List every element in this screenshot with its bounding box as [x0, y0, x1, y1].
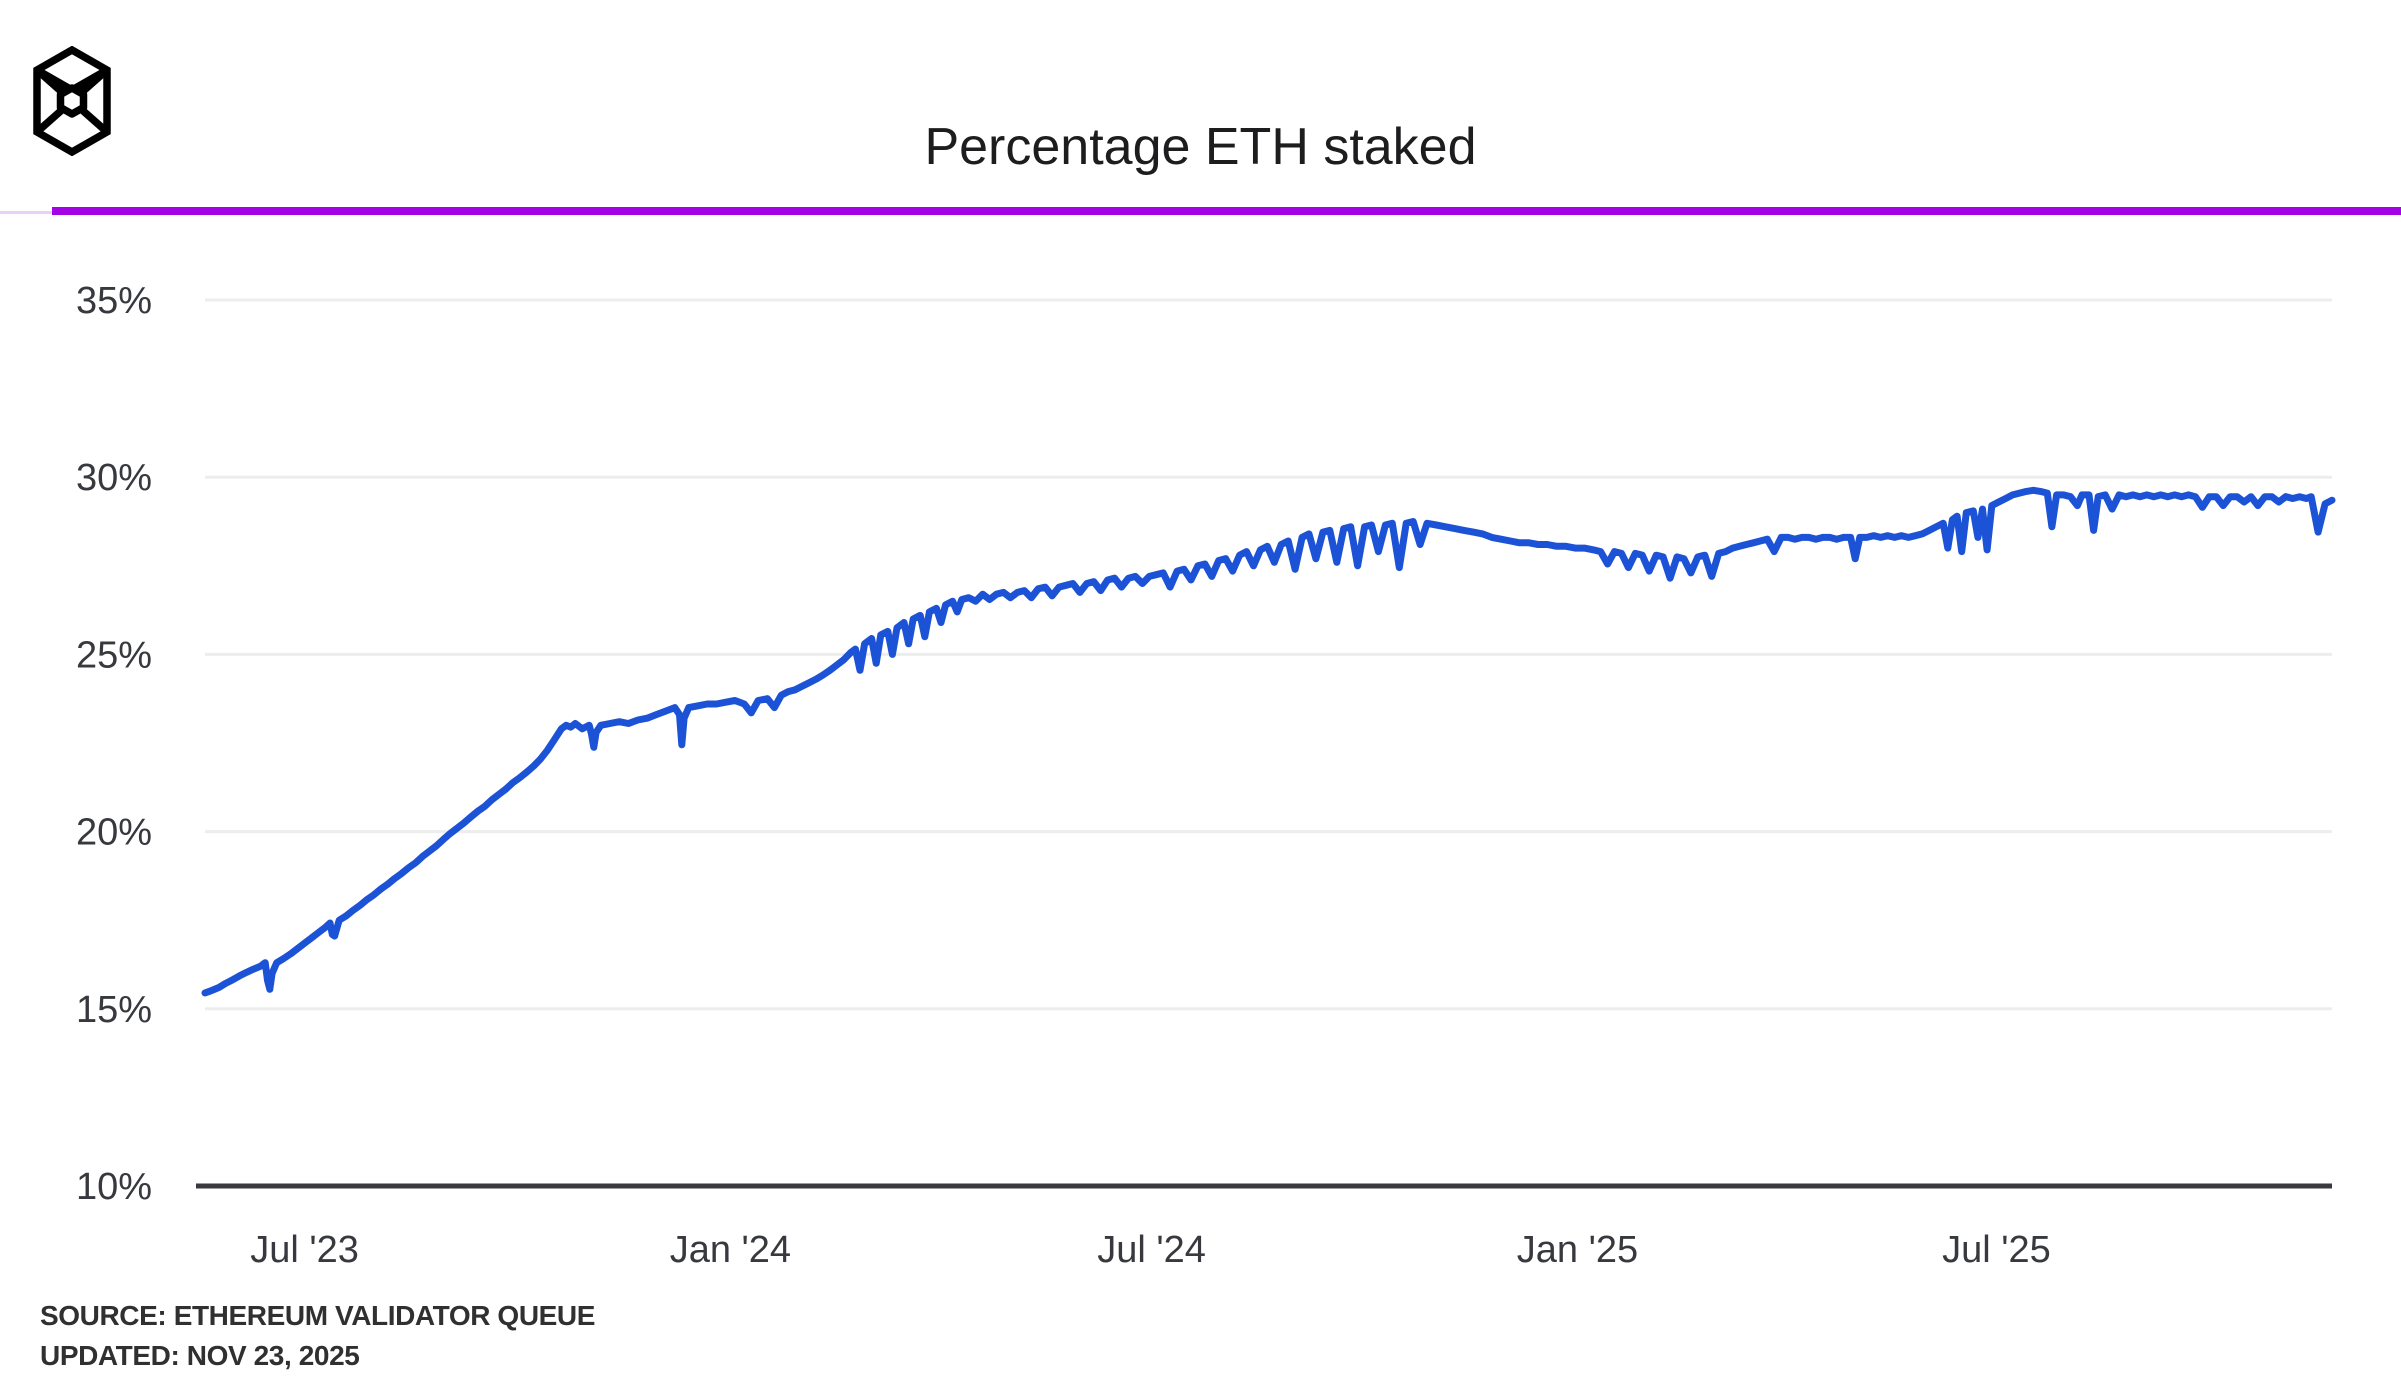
eth-staked-series-line: [201, 486, 2336, 997]
x-tick-label-jul--23: Jul '23: [250, 1229, 359, 1271]
updated-line: UPDATED: NOV 23, 2025: [40, 1340, 360, 1371]
y-tick-label-10: 10%: [76, 1166, 152, 1208]
x-tick-label-jul--24: Jul '24: [1097, 1229, 1206, 1271]
y-tick-label-20: 20%: [76, 812, 152, 854]
source-line: SOURCE: ETHEREUM VALIDATOR QUEUE: [40, 1300, 596, 1331]
blockworks-logo: [33, 45, 111, 158]
y-tick-label-35: 35%: [76, 280, 152, 322]
x-tick-label-jan--24: Jan '24: [670, 1229, 791, 1271]
page-title: Percentage ETH staked: [924, 117, 1477, 176]
y-tick-label-15: 15%: [76, 989, 152, 1031]
y-tick-label-30: 30%: [76, 457, 152, 499]
y-tick-label-25: 25%: [76, 634, 152, 676]
cube-logo-icon: [33, 45, 111, 157]
chart-footer: SOURCE: ETHEREUM VALIDATOR QUEUE UPDATED…: [40, 1296, 595, 1376]
x-tick-label-jan--25: Jan '25: [1517, 1229, 1638, 1271]
header-rule: [52, 207, 2401, 215]
x-tick-label-jul--25: Jul '25: [1942, 1229, 2051, 1271]
